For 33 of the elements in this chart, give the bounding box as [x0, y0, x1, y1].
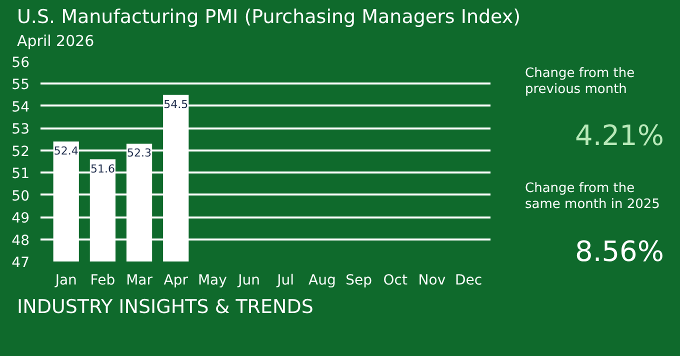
- y-tick-label: 54: [12, 99, 30, 116]
- x-tick-label: Mar: [126, 272, 153, 288]
- data-label: 52.4: [54, 144, 78, 158]
- data-label: 52.3: [127, 146, 152, 160]
- text: INDUSTRY INSIGHTS & TRENDS: [17, 296, 314, 320]
- text: 4.21%: [575, 118, 664, 154]
- y-tick-label: 52: [12, 143, 30, 160]
- y-tick-label: 56: [12, 54, 30, 71]
- x-tick-label: Oct: [383, 272, 408, 288]
- x-tick-label: Apr: [164, 272, 188, 288]
- y-tick-label: 48: [12, 232, 30, 248]
- text: 8.56%: [575, 234, 664, 269]
- y-tick-label: 53: [12, 121, 30, 138]
- y-tick-label: 47: [12, 254, 30, 271]
- chart-subtitle: April 2026: [17, 31, 94, 52]
- x-tick-label: Feb: [90, 272, 116, 288]
- y-tick-label: 55: [12, 76, 30, 93]
- y-tick-label: 50: [12, 188, 30, 204]
- x-tick-label: Jun: [237, 272, 260, 288]
- x-tick-label: Sep: [346, 272, 372, 288]
- x-tick-label: Dec: [455, 272, 482, 288]
- text: Change from the previous month: [525, 66, 635, 98]
- y-tick-label: 51: [12, 166, 30, 182]
- x-tick-label: Nov: [418, 272, 446, 288]
- text: Change from the same month in 2025: [525, 181, 660, 214]
- chart-title: U.S. Manufacturing PMI (Purchasing Managers Index): [17, 5, 521, 30]
- data-label: 54.5: [164, 97, 188, 110]
- x-tick-label: Jul: [276, 272, 294, 288]
- x-tick-label: Aug: [308, 272, 336, 288]
- y-tick-label: 49: [12, 210, 30, 226]
- x-tick-label: Jan: [54, 272, 77, 288]
- x-tick-label: May: [198, 272, 227, 288]
- data-label: 51.6: [90, 162, 115, 175]
